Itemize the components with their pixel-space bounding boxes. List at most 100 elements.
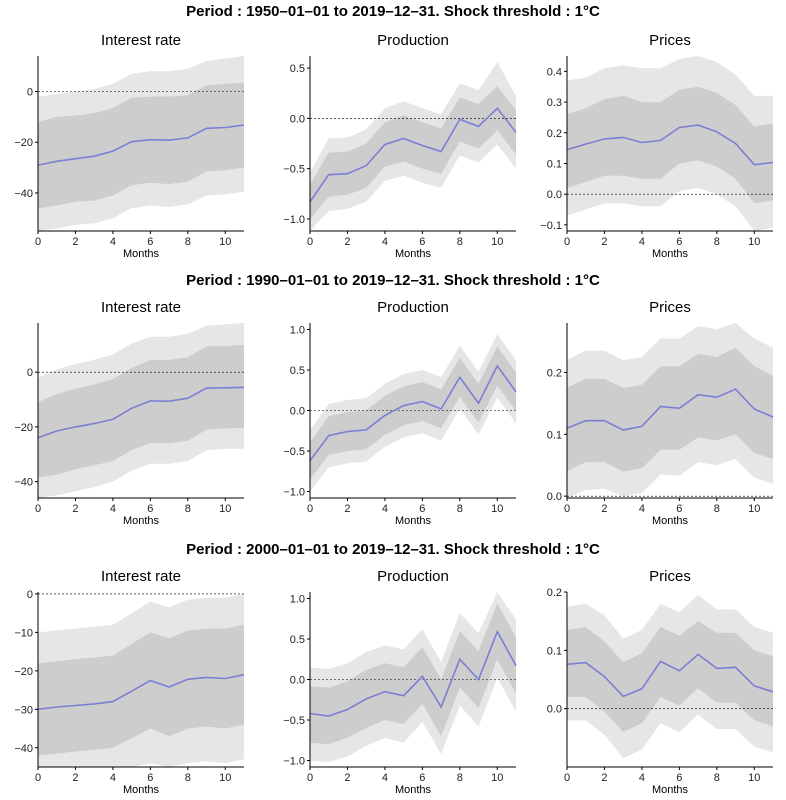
x-tick-label: 10 (491, 772, 503, 784)
x-tick-label: 10 (748, 236, 760, 248)
panel-production-1950: 0 2 4 6 8 10 0.5 0.0 −0.5 −1.0 Production Months (283, 32, 517, 260)
y-tick-label: −0.1 (540, 220, 562, 232)
irf-line-prices-1990 (566, 388, 774, 431)
inner-band-interest-rate-1990 (38, 344, 244, 478)
y-tick-label: 0.1 (547, 158, 562, 170)
x-tick-label: 0 (307, 236, 313, 248)
y-tick-label: 0.0 (290, 406, 305, 418)
irf-line-production-1990 (309, 364, 517, 462)
x-tick-label: 8 (457, 503, 463, 515)
x-tick-label: 10 (219, 772, 231, 784)
x-tick-label: 6 (676, 236, 682, 248)
x-tick-label: 8 (457, 236, 463, 248)
inner-band-prices-1950 (567, 86, 773, 204)
y-tick-label: −0.5 (283, 715, 305, 727)
x-tick-label: 10 (491, 503, 503, 515)
x-tick-label: 0 (35, 772, 41, 784)
y-tick-label: −1.0 (283, 214, 305, 226)
x-tick-label: 2 (72, 503, 78, 515)
panel-production-2000: 0 2 4 6 8 10 1.0 0.5 0.0 −0.5 −1.0 Production Months (283, 568, 517, 796)
y-tick-label: −40 (14, 188, 33, 200)
x-tick-label: 10 (748, 503, 760, 515)
x-axis-label-prices-1990: Months (652, 515, 689, 527)
x-tick-label: 6 (419, 772, 425, 784)
y-tick-label: 0.0 (547, 704, 562, 716)
panel-title-interest-rate-1950: Interest rate (101, 32, 181, 49)
x-axis-label-prices-2000: Months (652, 784, 689, 796)
panel-title-interest-rate-2000: Interest rate (101, 568, 181, 585)
x-tick-label: 8 (457, 772, 463, 784)
x-tick-label: 2 (601, 503, 607, 515)
y-tick-label: 0.1 (547, 429, 562, 441)
x-tick-label: 8 (714, 236, 720, 248)
x-tick-label: 0 (307, 772, 313, 784)
x-tick-label: 6 (147, 236, 153, 248)
x-tick-label: 2 (344, 772, 350, 784)
row-title-1990: Period : 1990–01–01 to 2019–12–31. Shock… (186, 272, 600, 289)
y-tick-label: 0.1 (547, 645, 562, 657)
x-axis-label-production-1990: Months (395, 515, 432, 527)
x-tick-label: 2 (72, 236, 78, 248)
y-tick-label: −1.0 (283, 487, 305, 499)
irf-line-prices-2000 (566, 653, 774, 698)
x-tick-label: 0 (35, 236, 41, 248)
panel-interest-rate-1990: 0 2 4 6 8 10 0 −20 −40 Interest rate Months (14, 299, 245, 527)
irf-line-production-2000 (309, 629, 517, 717)
inner-band-interest-rate-2000 (38, 624, 244, 756)
x-tick-label: 2 (72, 772, 78, 784)
x-axis-label-production-2000: Months (395, 784, 432, 796)
y-tick-label: 0.0 (290, 675, 305, 687)
x-tick-label: 10 (748, 772, 760, 784)
panel-title-production-1950: Production (377, 32, 449, 49)
x-tick-label: 4 (110, 236, 116, 248)
panel-title-interest-rate-1990: Interest rate (101, 299, 181, 316)
x-tick-label: 8 (185, 236, 191, 248)
panel-prices-2000: 0 2 4 6 8 10 0.2 0.1 0.0 Prices Months (547, 568, 774, 796)
y-tick-label: 0.4 (547, 66, 562, 78)
y-tick-label: 1.0 (290, 324, 305, 336)
irf-line-interest-rate-1990 (37, 386, 245, 439)
x-tick-label: 0 (564, 772, 570, 784)
x-tick-label: 8 (185, 772, 191, 784)
y-tick-label: 0 (27, 589, 33, 601)
x-tick-label: 8 (185, 503, 191, 515)
x-axis-label-interest-rate-1990: Months (123, 515, 160, 527)
x-tick-label: 2 (344, 236, 350, 248)
panel-title-prices-2000: Prices (649, 568, 691, 585)
panel-prices-1950: 0 2 4 6 8 10 0.4 0.3 0.2 0.1 0.0 −0.1 Prices Months (540, 32, 774, 260)
x-tick-label: 4 (639, 236, 645, 248)
y-tick-label: 0 (27, 367, 33, 379)
y-tick-label: −1.0 (283, 756, 305, 768)
x-tick-label: 8 (714, 503, 720, 515)
x-tick-label: 6 (147, 503, 153, 515)
y-tick-label: 0 (27, 87, 33, 99)
x-tick-label: 6 (676, 503, 682, 515)
inner-band-production-1990 (310, 346, 516, 480)
y-tick-label: −0.5 (283, 164, 305, 176)
x-tick-label: 8 (714, 772, 720, 784)
x-tick-label: 6 (419, 503, 425, 515)
y-tick-label: 0.2 (547, 587, 562, 599)
panel-title-prices-1950: Prices (649, 32, 691, 49)
panel-production-1990: 0 2 4 6 8 10 1.0 0.5 0.0 −0.5 −1.0 Production Months (283, 299, 517, 527)
y-tick-label: 0.2 (547, 128, 562, 140)
irf-line-production-1950 (309, 107, 517, 203)
y-tick-label: 0.2 (547, 367, 562, 379)
y-tick-label: 0.0 (290, 113, 305, 125)
x-tick-label: 4 (382, 236, 388, 248)
x-tick-label: 6 (147, 772, 153, 784)
y-tick-label: 0.0 (547, 189, 562, 201)
x-axis-label-production-1950: Months (395, 248, 432, 260)
x-axis-label-interest-rate-1950: Months (123, 248, 160, 260)
y-tick-label: 0.3 (547, 97, 562, 109)
x-tick-label: 4 (110, 503, 116, 515)
irf-line-interest-rate-1950 (37, 124, 245, 166)
x-tick-label: 0 (564, 236, 570, 248)
y-tick-label: 0.5 (290, 634, 305, 646)
x-tick-label: 4 (382, 503, 388, 515)
y-tick-label: −0.5 (283, 446, 305, 458)
row-title-1950: Period : 1950–01–01 to 2019–12–31. Shock… (186, 3, 600, 20)
x-tick-label: 4 (639, 503, 645, 515)
panel-title-prices-1990: Prices (649, 299, 691, 316)
x-tick-label: 0 (307, 503, 313, 515)
